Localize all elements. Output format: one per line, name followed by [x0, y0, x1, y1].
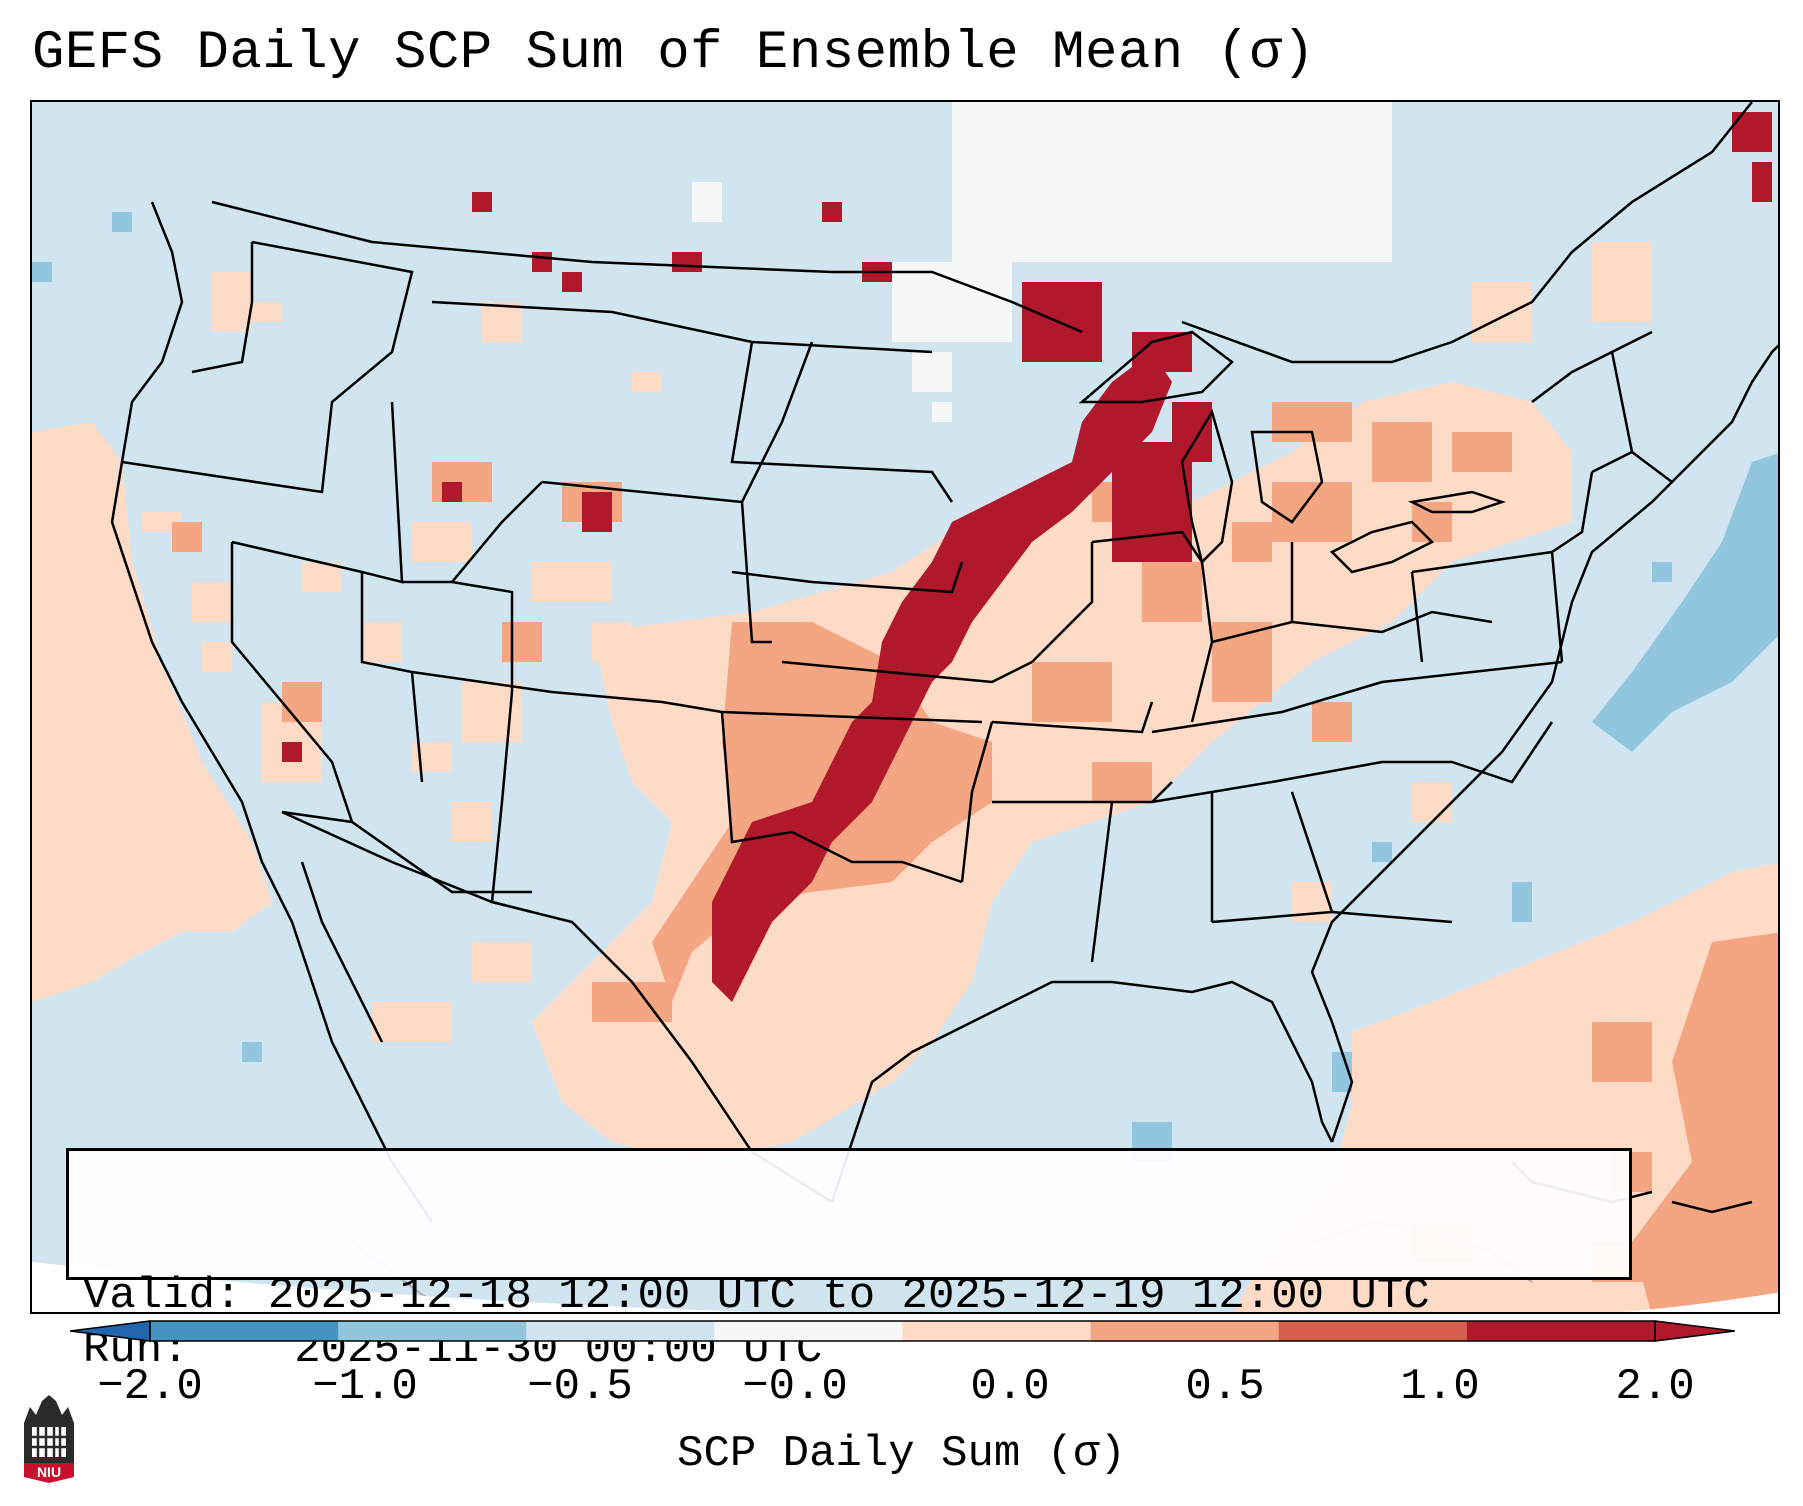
valid-time-box: Valid: 2025-12-18 12:00 UTC to 2025-12-1…: [66, 1148, 1632, 1375]
colorbar-outline: [149, 1320, 1656, 1342]
colorbar-segments: [150, 1321, 1656, 1341]
colorbar-label: SCP Daily Sum (σ): [677, 1429, 1126, 1479]
projection-edge-left: [32, 1262, 761, 1312]
chart-title: GEFS Daily SCP Sum of Ensemble Mean (σ): [32, 23, 1316, 84]
strong-region-central: [712, 112, 1772, 1002]
tick-label: −1.0: [312, 1362, 418, 1412]
tick-label: −0.0: [742, 1362, 848, 1412]
colorbar-segment: [1278, 1321, 1468, 1341]
near-zero-region-canada: [692, 102, 1392, 422]
tick-label: −0.5: [527, 1362, 633, 1412]
tick-label: 0.5: [1185, 1362, 1265, 1412]
projection-edge-right: [1621, 1292, 1778, 1312]
positive-region-pacific: [32, 422, 272, 1002]
colorbar-segment: [150, 1321, 339, 1341]
map-panel: [30, 100, 1780, 1314]
country-borders: [110, 102, 1778, 1223]
tick-label: 1.0: [1400, 1362, 1480, 1412]
colorbar-segment: [526, 1321, 715, 1341]
tick-label: −2.0: [97, 1362, 203, 1412]
colorbar: [70, 1320, 1735, 1342]
colorbar-over-arrow: [1654, 1320, 1735, 1342]
colorbar-segment: [714, 1321, 903, 1341]
valid-value: 2025-12-18 12:00 UTC to 2025-12-19 12:00…: [267, 1271, 1430, 1321]
tick-label: 0.0: [970, 1362, 1050, 1412]
negative-region-atlantic: [32, 212, 1778, 1162]
colorbar-segment: [1090, 1321, 1280, 1341]
valid-row: Valid: 2025-12-18 12:00 UTC to 2025-12-1…: [83, 1269, 1629, 1323]
map-svg: [32, 102, 1778, 1312]
colorbar-segment: [902, 1321, 1092, 1341]
logo-text: NIU: [37, 1464, 61, 1480]
niu-logo: NIU: [24, 1395, 74, 1483]
colorbar-segment: [338, 1321, 527, 1341]
tick-label: 2.0: [1615, 1362, 1695, 1412]
colorbar-segment: [1466, 1321, 1656, 1341]
valid-label: Valid:: [83, 1271, 242, 1321]
strong-cells-west: [282, 192, 892, 762]
colorbar-under-arrow: [70, 1320, 151, 1342]
